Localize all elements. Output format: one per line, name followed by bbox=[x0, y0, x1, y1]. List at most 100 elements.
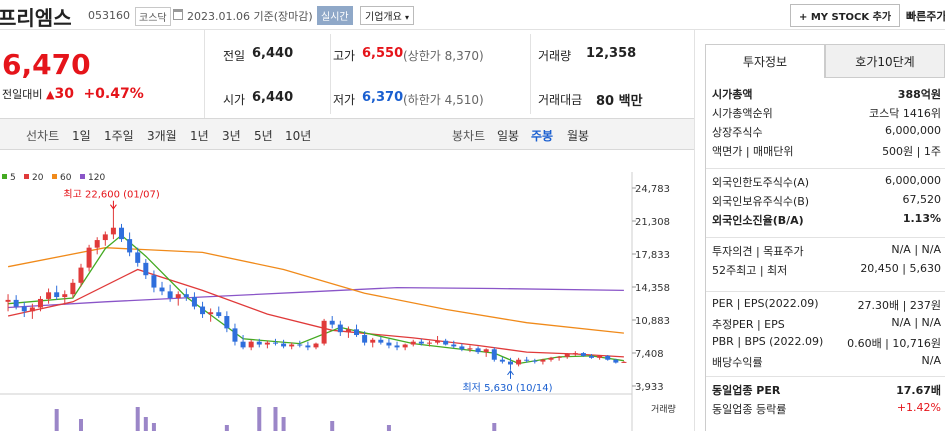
candle-body bbox=[175, 294, 181, 298]
candle-body bbox=[167, 291, 173, 298]
info-row-value: 500원 | 1주 bbox=[882, 145, 941, 158]
candle-body bbox=[507, 361, 513, 365]
candle-body bbox=[516, 359, 522, 365]
candle-daily[interactable]: 일봉 bbox=[497, 129, 520, 143]
volume-bar bbox=[78, 419, 83, 431]
candle-body bbox=[94, 240, 100, 248]
info-row-label: PER | EPS(2022.09) bbox=[712, 297, 819, 310]
candle-body bbox=[475, 348, 481, 353]
low-label: 저가 bbox=[333, 93, 356, 107]
add-my-stock-button[interactable]: + MY STOCK 추가 bbox=[790, 4, 901, 27]
period-1y[interactable]: 1년 bbox=[190, 129, 209, 143]
info-row-label: 배당수익률 bbox=[712, 356, 763, 369]
period-10y[interactable]: 10년 bbox=[285, 129, 312, 143]
candle-body bbox=[313, 343, 319, 348]
y-tick-label: 10,883 bbox=[635, 316, 670, 327]
candle-body bbox=[597, 355, 603, 358]
prev-close-label: 전일 bbox=[223, 49, 246, 63]
candle-body bbox=[524, 359, 530, 361]
candle-body bbox=[29, 307, 35, 312]
high-value: 6,550 bbox=[362, 46, 404, 61]
candle-body bbox=[240, 341, 246, 348]
market-badge: 코스닥 bbox=[135, 7, 171, 26]
change-percent: +0.47% bbox=[83, 86, 144, 102]
candle-body bbox=[362, 335, 368, 343]
candle-body bbox=[394, 345, 400, 348]
candle-body bbox=[264, 342, 270, 345]
price-chart-svg: 24,783 21,308 17,833 14,358 10,883 7,408 3,933… bbox=[0, 172, 676, 431]
low-arrow-head bbox=[507, 370, 514, 376]
calendar-icon bbox=[173, 9, 183, 20]
current-price-box: 6,470 전일대비 ▲30 +0.47% bbox=[0, 30, 205, 118]
candle-body bbox=[119, 227, 125, 240]
candle-body bbox=[613, 359, 619, 363]
candle-body bbox=[402, 344, 408, 348]
legend-swatch bbox=[2, 174, 7, 179]
period-1w[interactable]: 1주일 bbox=[104, 129, 134, 143]
period-3m[interactable]: 3개월 bbox=[147, 129, 177, 143]
candle-body bbox=[46, 292, 52, 299]
y-tick-label: 14,358 bbox=[635, 283, 670, 294]
section-divider bbox=[706, 237, 945, 238]
legend-label: 60 bbox=[60, 173, 72, 183]
candle-body bbox=[426, 342, 432, 344]
volume-bar bbox=[330, 421, 335, 431]
candle-body bbox=[564, 354, 570, 357]
change-line: 전일대비 ▲30 +0.47% bbox=[2, 86, 144, 102]
panel-divider bbox=[694, 30, 695, 431]
volume-bar bbox=[224, 425, 229, 431]
candle-body bbox=[143, 262, 149, 276]
legend-label: 5 bbox=[10, 173, 16, 183]
candle-body bbox=[499, 359, 505, 362]
candle-body bbox=[589, 355, 595, 358]
info-row-value: 17.67배 bbox=[896, 384, 941, 397]
realtime-button[interactable]: 실시간 bbox=[317, 6, 353, 25]
company-overview-label: 기업개요 bbox=[365, 12, 402, 23]
info-row-value: N/A | N/A bbox=[891, 316, 941, 329]
info-row-value: 6,000,000 bbox=[885, 174, 941, 187]
candle-monthly[interactable]: 월봉 bbox=[567, 129, 590, 143]
candle-body bbox=[86, 247, 92, 268]
volume-label: 거래량 bbox=[651, 403, 676, 415]
candle-body bbox=[256, 341, 262, 345]
quick-price-link[interactable]: 빠른주가 bbox=[906, 10, 945, 23]
tab-order-book[interactable]: 호가10단계 bbox=[825, 44, 945, 78]
company-name: 프리엠스 bbox=[0, 6, 72, 30]
ma-60-line bbox=[7, 247, 624, 334]
y-tick-label: 17,833 bbox=[635, 250, 670, 261]
info-row-label: 시가총액순위 bbox=[712, 107, 773, 120]
low-annotation: 최저 5,630 (10/14) bbox=[462, 382, 552, 394]
candle-body bbox=[110, 227, 116, 235]
investment-info-panel: 투자정보 호가10단계 시가총액 388억원 시가총액순위 코스닥 1416위 상장주식… bbox=[705, 44, 945, 431]
current-price: 6,470 bbox=[2, 48, 91, 81]
candle-body bbox=[216, 312, 222, 317]
candle-body bbox=[337, 324, 343, 333]
info-row-label: 동일업종 PER bbox=[712, 384, 781, 397]
high-arrow-head bbox=[110, 204, 117, 210]
candle-body bbox=[605, 355, 611, 360]
candle-body bbox=[435, 340, 441, 343]
info-row-label: 동일업종 등락률 bbox=[712, 403, 787, 416]
period-3y[interactable]: 3년 bbox=[222, 129, 241, 143]
candle-body bbox=[305, 345, 311, 348]
high-annotation: 최고 22,600 (01/07) bbox=[63, 189, 159, 201]
candle-weekly[interactable]: 주봉 bbox=[531, 129, 554, 143]
volume-bar bbox=[54, 409, 59, 431]
info-table: 시가총액 388억원 시가총액순위 코스닥 1416위 상장주식수 6,000,000 액면… bbox=[705, 78, 945, 431]
section-divider bbox=[706, 291, 945, 292]
volume-bar bbox=[151, 423, 156, 431]
candle-chart-label: 봉차트 bbox=[452, 129, 486, 143]
candle-body bbox=[13, 299, 19, 307]
line-chart-label: 선차트 bbox=[26, 129, 60, 143]
volume-bar bbox=[143, 417, 148, 431]
candle-body bbox=[621, 361, 627, 363]
tab-investment-info[interactable]: 투자정보 bbox=[705, 44, 825, 78]
candle-body bbox=[532, 360, 538, 362]
candle-body bbox=[159, 287, 165, 292]
candle-body bbox=[281, 343, 287, 347]
period-1d[interactable]: 1일 bbox=[72, 129, 91, 143]
company-overview-dropdown[interactable]: 기업개요 ▾ bbox=[360, 6, 415, 25]
candle-body bbox=[459, 346, 465, 350]
period-5y[interactable]: 5년 bbox=[254, 129, 273, 143]
info-row-value: +1.42% bbox=[896, 401, 941, 414]
